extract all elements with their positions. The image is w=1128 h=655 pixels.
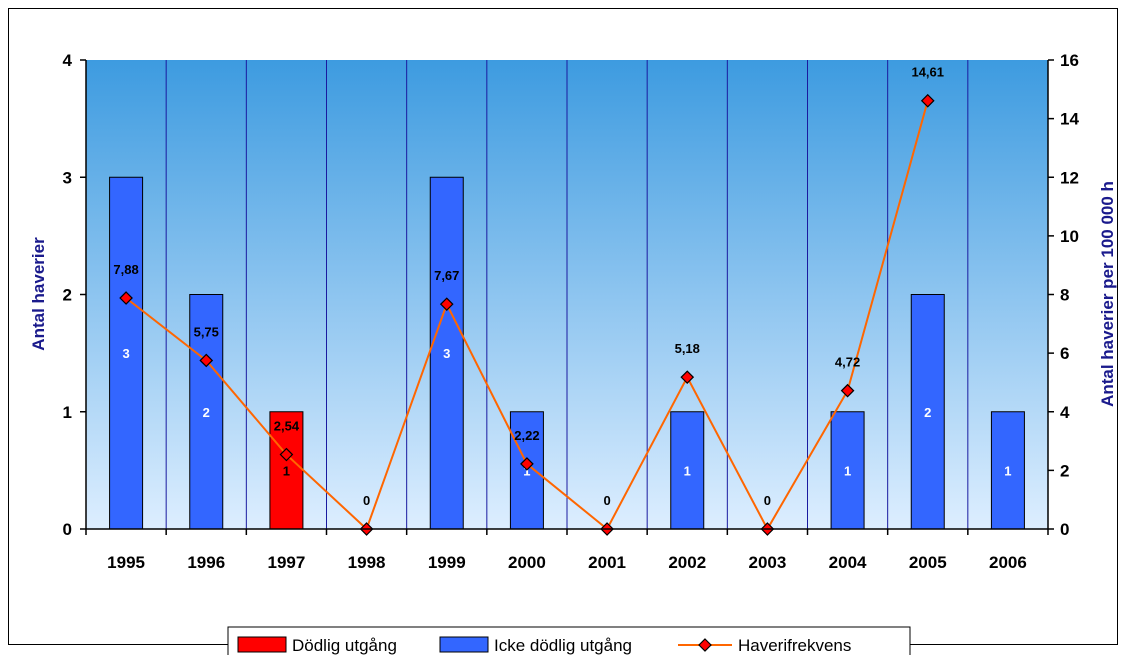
bar-data-label: 2	[924, 405, 931, 420]
x-tick-label: 2002	[668, 553, 706, 572]
line-data-label: 2,22	[514, 428, 539, 443]
legend-swatch-marker	[698, 638, 712, 652]
bar	[910, 294, 945, 530]
bar-data-label: 1	[684, 463, 691, 478]
y2-tick-label: 0	[1060, 520, 1069, 539]
legend-entry-label: Haverifrekvens	[738, 636, 851, 655]
bar-data-label: 3	[122, 346, 129, 361]
x-tick-label: 2003	[749, 553, 787, 572]
y-tick-label: 4	[63, 51, 73, 70]
x-tick-label: 2006	[989, 553, 1027, 572]
grid-lines	[165, 60, 969, 529]
line-data-label: 0	[603, 493, 610, 508]
y2-tick-label: 12	[1060, 168, 1079, 187]
bar-data-label: 1	[844, 463, 851, 478]
y-tick-label: 1	[63, 403, 72, 422]
y2-tick-label: 14	[1060, 110, 1079, 129]
x-tick-label: 2000	[508, 553, 546, 572]
legend-entry-label: Dödlig utgång	[292, 636, 397, 655]
x-tick-label: 2004	[829, 553, 867, 572]
line-point	[920, 93, 935, 108]
legend-entry-label: Icke dödlig utgång	[494, 636, 632, 655]
y2-tick-label: 6	[1060, 344, 1069, 363]
y2-tick-label: 8	[1060, 286, 1069, 305]
y-tick-label: 0	[63, 520, 72, 539]
y2-axis-title: Antal haverier per 100 000 h	[1098, 181, 1117, 407]
bar-data-label: 1	[1004, 463, 1011, 478]
line-point	[439, 297, 454, 312]
legend-box	[227, 626, 911, 655]
bar	[670, 411, 705, 530]
bar	[189, 294, 224, 530]
x-tick-label: 1997	[268, 553, 306, 572]
line-data-label: 5,18	[675, 341, 700, 356]
y2-tick-label: 10	[1060, 227, 1079, 246]
bar	[109, 176, 144, 530]
x-tick-label: 2001	[588, 553, 626, 572]
bar-data-label: 3	[443, 346, 450, 361]
legend-swatch	[439, 636, 489, 653]
axes	[80, 59, 1054, 535]
y2-tick-label: 2	[1060, 461, 1069, 480]
bars	[109, 176, 1025, 530]
bar-data-label: 1	[523, 463, 530, 478]
line-data-label: 0	[764, 493, 771, 508]
line-data-label: 7,67	[434, 268, 459, 283]
y-tick-label: 3	[63, 168, 72, 187]
bar-data-label: 1	[283, 463, 290, 478]
x-tick-label: 2005	[909, 553, 947, 572]
x-tick-label: 1995	[107, 553, 145, 572]
bar-data-label: 2	[203, 405, 210, 420]
x-tick-label: 1998	[348, 553, 386, 572]
x-tick-label: 1999	[428, 553, 466, 572]
line-data-label: 5,75	[194, 324, 219, 339]
y2-tick-label: 4	[1060, 403, 1070, 422]
line-data-label: 7,88	[113, 262, 138, 277]
x-tick-label: 1996	[187, 553, 225, 572]
bar-labels: 3 2 1 3 1 1 1 2 1	[122, 346, 1011, 478]
line-point	[119, 291, 133, 305]
bar	[990, 411, 1025, 530]
bar	[830, 411, 865, 530]
bar	[429, 176, 464, 530]
line-point	[199, 353, 214, 368]
legend: Dödlig utgång Icke dödlig utgång Haverifre…	[227, 626, 911, 655]
y-axis-title: Antal haverier	[29, 237, 48, 351]
legend-swatch	[237, 636, 287, 653]
line-point	[279, 447, 294, 462]
y-tick-label: 2	[63, 286, 72, 305]
line-data-label: 0	[363, 493, 370, 508]
y2-tick-label: 16	[1060, 51, 1079, 70]
line-point	[680, 370, 695, 385]
line-data-label: 2,54	[274, 419, 300, 434]
line-data-label: 4,72	[835, 355, 860, 370]
line-point	[520, 457, 534, 471]
line-data-label: 14,61	[911, 65, 944, 80]
line-point	[840, 383, 855, 398]
